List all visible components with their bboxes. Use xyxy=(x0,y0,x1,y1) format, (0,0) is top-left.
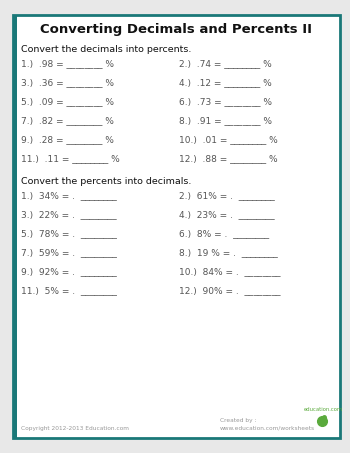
Text: 8.)  19 % = .  ________: 8.) 19 % = . ________ xyxy=(179,248,278,257)
FancyBboxPatch shape xyxy=(13,15,17,438)
Text: Convert the decimals into percents.: Convert the decimals into percents. xyxy=(21,45,191,54)
Text: 5.)  78% = .  ________: 5.) 78% = . ________ xyxy=(21,229,117,238)
Text: 10.)  84% = .  ________: 10.) 84% = . ________ xyxy=(179,267,280,276)
Text: Convert the percents into decimals.: Convert the percents into decimals. xyxy=(21,177,191,186)
Text: 12.)  90% = .  ________: 12.) 90% = . ________ xyxy=(179,286,280,295)
Text: 1.)  .98 = ________ %: 1.) .98 = ________ % xyxy=(21,59,114,68)
Text: 6.)  .73 = ________ %: 6.) .73 = ________ % xyxy=(179,97,272,106)
Text: 2.)  61% = .  ________: 2.) 61% = . ________ xyxy=(179,191,275,200)
Text: Converting Decimals and Percents II: Converting Decimals and Percents II xyxy=(41,23,313,36)
Text: education.com: education.com xyxy=(303,407,343,412)
Text: www.education.com/worksheets: www.education.com/worksheets xyxy=(220,426,315,431)
Text: 3.)  22% = .  ________: 3.) 22% = . ________ xyxy=(21,210,117,219)
Text: 1.)  34% = .  ________: 1.) 34% = . ________ xyxy=(21,191,117,200)
Text: 11.)  .11 = ________ %: 11.) .11 = ________ % xyxy=(21,154,120,163)
Text: 3.)  .36 = ________ %: 3.) .36 = ________ % xyxy=(21,78,114,87)
Text: 9.)  .28 = ________ %: 9.) .28 = ________ % xyxy=(21,135,114,144)
Text: 2.)  .74 = ________ %: 2.) .74 = ________ % xyxy=(179,59,272,68)
Text: 12.)  .88 = ________ %: 12.) .88 = ________ % xyxy=(179,154,278,163)
Text: 4.)  .12 = ________ %: 4.) .12 = ________ % xyxy=(179,78,272,87)
Text: 10.)  .01 = ________ %: 10.) .01 = ________ % xyxy=(179,135,278,144)
Text: 7.)  .82 = ________ %: 7.) .82 = ________ % xyxy=(21,116,114,125)
Text: 7.)  59% = .  ________: 7.) 59% = . ________ xyxy=(21,248,117,257)
FancyBboxPatch shape xyxy=(13,15,340,438)
Text: 4.)  23% = .  ________: 4.) 23% = . ________ xyxy=(179,210,275,219)
Text: Created by :: Created by : xyxy=(220,418,257,423)
Text: 6.)  8% = .  ________: 6.) 8% = . ________ xyxy=(179,229,269,238)
Text: 11.)  5% = .  ________: 11.) 5% = . ________ xyxy=(21,286,117,295)
Text: Copyright 2012-2013 Education.com: Copyright 2012-2013 Education.com xyxy=(21,426,129,431)
Text: 5.)  .09 = ________ %: 5.) .09 = ________ % xyxy=(21,97,114,106)
Text: 9.)  92% = .  ________: 9.) 92% = . ________ xyxy=(21,267,117,276)
Text: 8.)  .91 = ________ %: 8.) .91 = ________ % xyxy=(179,116,272,125)
